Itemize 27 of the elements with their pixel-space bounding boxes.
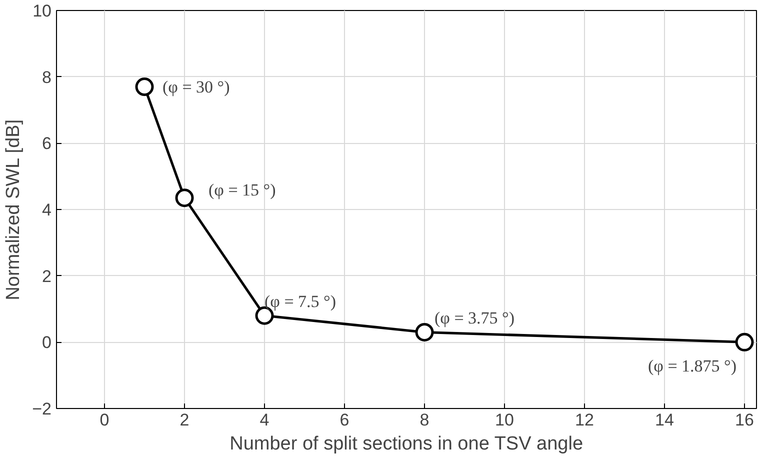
- x-tick-label: 12: [575, 410, 594, 430]
- x-tick-label: 16: [735, 410, 754, 430]
- point: [415, 322, 434, 342]
- annotation: (φ = 3.75 °): [434, 308, 515, 328]
- x-axis-title: Number of split sections in one TSV angle: [230, 434, 584, 454]
- y-tick-label: 0: [42, 333, 52, 352]
- x-tick-label: 10: [495, 410, 514, 430]
- y-tick-label: 8: [42, 68, 52, 87]
- x-tick-label: 0: [100, 410, 110, 430]
- y-tick-label: 2: [42, 266, 52, 286]
- annotation: (φ = 15 °): [208, 180, 276, 200]
- point: [175, 188, 194, 208]
- y-tick-label: 10: [32, 2, 52, 20]
- y-axis-title: Normalized SWL [dB]: [3, 119, 24, 300]
- y-tick-label: −2: [32, 400, 52, 418]
- annotation: (φ = 7.5 °): [264, 292, 336, 312]
- x-tick-label: 14: [655, 410, 674, 430]
- y-tick-label: 4: [42, 200, 52, 220]
- x-tick-label: 2: [180, 410, 190, 430]
- x-tick-label: 6: [340, 410, 350, 430]
- point: [135, 78, 154, 96]
- annotation: (φ = 30 °): [162, 77, 230, 96]
- x-tick-label: 4: [260, 410, 270, 430]
- y-tick-label: 6: [42, 134, 52, 154]
- point: [735, 332, 754, 352]
- annotation: (φ = 1.875 °): [648, 356, 737, 376]
- x-tick-label: 8: [420, 410, 430, 430]
